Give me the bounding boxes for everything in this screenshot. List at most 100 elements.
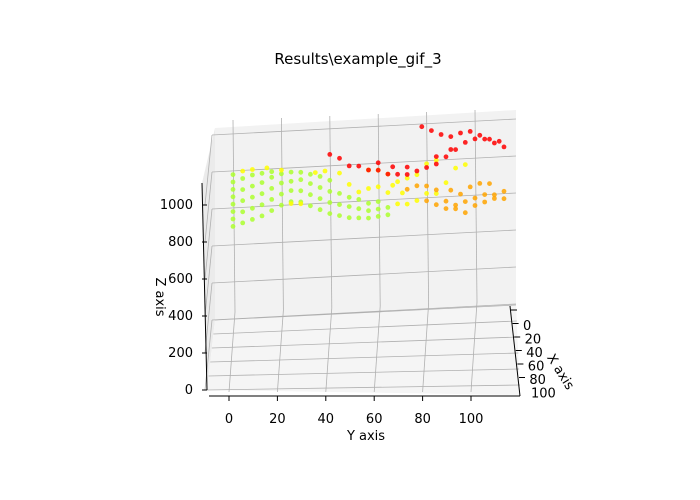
grid-line <box>470 301 478 393</box>
scatter-point <box>375 214 381 219</box>
scatter-point <box>312 170 318 176</box>
grid-line <box>211 336 518 349</box>
scatter-point <box>467 184 473 190</box>
scatter-point <box>458 191 463 197</box>
scatter-point <box>443 180 449 186</box>
y-axis-label: Y axis <box>346 429 385 444</box>
x-tick-label: 0 <box>523 319 531 334</box>
scatter-point <box>240 168 246 174</box>
grid-line <box>281 117 284 311</box>
scatter-point <box>337 213 342 219</box>
scatter-point <box>327 152 333 157</box>
scatter-point <box>375 206 381 212</box>
y-axis-ticks: 0 20 40 60 80 100 <box>225 396 483 427</box>
scatter-point <box>453 147 458 153</box>
scatter-point <box>482 136 488 142</box>
grid-line <box>204 208 213 280</box>
grid-line <box>204 171 213 243</box>
scatter-point <box>501 188 507 194</box>
scatter-point <box>279 171 284 177</box>
scatter-point <box>453 206 458 212</box>
scatter-point <box>482 192 488 198</box>
axis-lines <box>201 182 521 397</box>
scatter-point <box>472 203 478 208</box>
scatter-point <box>346 215 352 221</box>
scatter-point <box>424 191 429 196</box>
grid-line <box>206 384 521 391</box>
grid-line <box>210 352 519 363</box>
scatter-point <box>433 161 439 167</box>
scatter-point <box>453 165 458 171</box>
z-axis-label: Z axis <box>152 277 167 316</box>
scatter-point <box>492 192 497 198</box>
grid-line <box>211 266 517 284</box>
gridlines <box>204 109 521 393</box>
y-tick-label: 40 <box>318 412 335 427</box>
scatter-point <box>414 198 420 204</box>
z-tick-label: 0 <box>185 383 193 398</box>
scatter-point <box>327 177 333 183</box>
scatter-point <box>366 215 371 221</box>
z-axis-line <box>201 182 208 391</box>
scatter-point <box>327 200 333 205</box>
scatter-point <box>496 138 502 144</box>
z-tick-label: 800 <box>168 235 193 250</box>
scatter-point <box>346 182 352 187</box>
scatter-point <box>264 165 270 171</box>
scatter-point <box>501 144 507 150</box>
scatter-point <box>269 208 275 214</box>
scatter-point <box>298 177 304 183</box>
scatter-point <box>424 165 429 170</box>
floor-pane <box>207 305 520 395</box>
scatter-point <box>424 183 429 189</box>
scatter-point <box>250 167 255 172</box>
grid-line <box>325 307 333 393</box>
scatter-point <box>472 195 478 201</box>
scatter-point <box>240 198 246 204</box>
scatter-point <box>346 204 352 210</box>
scatter-point <box>240 176 246 181</box>
scatter-point <box>404 186 410 192</box>
scatter-point <box>375 199 381 205</box>
z-tick-label: 1000 <box>160 198 193 213</box>
scatter-point <box>230 201 236 207</box>
grid-line <box>211 229 517 247</box>
scatter-point <box>438 132 444 137</box>
scatter-point <box>337 170 342 176</box>
scatter-point <box>317 196 323 202</box>
scatter-point <box>385 205 391 210</box>
z-tick-label: 600 <box>168 272 193 287</box>
grid-line <box>214 304 517 321</box>
scatter-point <box>269 169 275 175</box>
grid-line <box>228 311 236 393</box>
scatter-point <box>492 196 497 201</box>
scatter-point <box>462 162 468 168</box>
scatter-point <box>259 191 265 197</box>
scatter-point <box>375 184 381 190</box>
scatter-point <box>259 213 265 219</box>
scatter-point <box>390 182 396 188</box>
grid-line <box>277 309 284 393</box>
scatter-point <box>230 194 236 200</box>
scatter-point <box>259 180 265 186</box>
scatter-point <box>346 194 352 200</box>
scatter-point <box>298 169 304 175</box>
z-tick-label: 200 <box>168 346 193 361</box>
scatter-point <box>366 208 371 214</box>
scatter-point <box>443 198 449 204</box>
x-tick-label: 20 <box>525 333 542 348</box>
grid-line <box>204 245 213 317</box>
z-tick-label: 400 <box>168 309 193 324</box>
scatter-point <box>279 180 284 186</box>
grid-line <box>204 134 213 206</box>
scatter-point <box>230 172 236 178</box>
scatter-point <box>308 181 313 187</box>
scatter-point <box>366 186 371 191</box>
scatter-points <box>230 124 507 229</box>
scatter-point <box>395 171 400 177</box>
scatter-point <box>240 209 246 215</box>
scatter-point <box>317 207 323 213</box>
scatter-point <box>448 147 454 152</box>
